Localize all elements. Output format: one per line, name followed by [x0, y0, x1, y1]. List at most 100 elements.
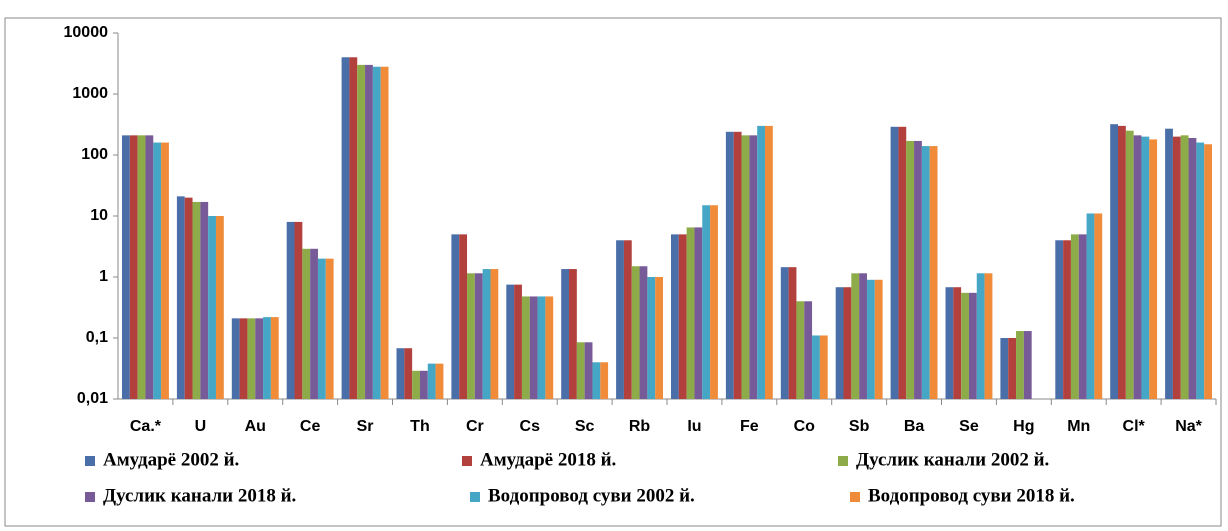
legend-marker: [850, 492, 860, 502]
bar: [1094, 213, 1103, 399]
x-tick-label: Fe: [740, 418, 759, 435]
bar: [231, 318, 240, 399]
bar: [380, 66, 389, 399]
bar: [1023, 331, 1032, 399]
bar: [671, 234, 679, 399]
bar: [396, 348, 405, 399]
legend-label: Дуслик канали 2002 й.: [856, 449, 1049, 470]
bar: [859, 273, 867, 399]
legend-marker: [85, 456, 95, 466]
bar: [623, 240, 632, 399]
bar: [945, 287, 954, 399]
bar: [796, 301, 805, 399]
x-tick-label: Cl*: [1123, 418, 1146, 435]
bar: [365, 64, 373, 400]
legend-label: Амударё 2018 й.: [480, 449, 616, 470]
y-tick-label: 100: [81, 146, 108, 163]
bar: [506, 284, 515, 399]
bar: [890, 126, 899, 399]
x-tick-label: Sb: [849, 418, 870, 435]
bar: [866, 279, 875, 399]
bar: [357, 64, 366, 400]
bar: [1000, 338, 1009, 399]
bar: [482, 269, 491, 399]
bar: [153, 142, 162, 399]
bar: [1063, 240, 1071, 399]
bar: [851, 273, 860, 399]
bar: [694, 227, 703, 399]
legend-label: Водопровод суви 2002 й.: [488, 485, 695, 506]
bar: [372, 66, 381, 399]
bar: [215, 216, 224, 399]
bar: [953, 287, 962, 399]
bar: [655, 277, 663, 399]
bar: [192, 201, 201, 399]
bar: [208, 216, 216, 399]
bar: [741, 135, 750, 400]
bar: [145, 135, 154, 400]
bar: [1165, 128, 1173, 399]
x-tick-label: Sc: [575, 418, 595, 435]
bar: [631, 266, 640, 399]
x-tick-label: Hg: [1013, 418, 1034, 435]
bar: [412, 370, 420, 399]
bar: [788, 267, 797, 399]
bar: [929, 146, 938, 399]
y-tick-label: 0,1: [86, 329, 108, 346]
bar: [592, 362, 601, 399]
legend-label: Амударё 2002 й.: [103, 449, 239, 470]
bar: [639, 266, 648, 399]
bar: [757, 125, 765, 400]
bar: [616, 240, 624, 399]
bar: [914, 140, 922, 399]
bar: [874, 279, 883, 399]
y-tick-label: 10000: [64, 24, 109, 41]
legend-label: Дуслик канали 2018 й.: [103, 485, 296, 506]
bar: [529, 296, 538, 399]
bar: [419, 370, 428, 399]
bar: [1110, 124, 1119, 399]
bar: [200, 201, 209, 399]
y-tick-label: 0,01: [77, 390, 108, 407]
bar: [263, 317, 271, 399]
x-tick-label: Th: [410, 418, 430, 435]
bar: [1078, 234, 1087, 399]
bar: [1196, 142, 1205, 399]
x-tick-label: Rb: [629, 418, 651, 435]
bar: [545, 296, 554, 399]
chart-border: [4, 17, 1222, 527]
bar: [294, 221, 303, 399]
x-tick-label: Ca.*: [130, 418, 162, 435]
bar: [984, 273, 993, 399]
y-tick-label: 10: [90, 207, 108, 224]
bar: [961, 292, 969, 399]
bar: [835, 287, 844, 399]
y-tick-label: 1000: [72, 85, 108, 102]
bar: [733, 131, 742, 399]
bar: [302, 248, 311, 399]
bar: [1172, 136, 1181, 399]
legend-label: Водопровод суви 2018 й.: [868, 485, 1075, 506]
bar: [404, 348, 413, 399]
legend-marker: [85, 492, 95, 502]
x-tick-label: Mn: [1067, 418, 1090, 435]
bar: [325, 258, 334, 399]
bar: [584, 342, 593, 399]
bar: [137, 135, 146, 400]
bar: [710, 205, 718, 399]
bar: [1008, 338, 1017, 399]
bar: [843, 287, 852, 399]
bar: [921, 146, 930, 399]
bar: [435, 363, 444, 399]
bar: [514, 284, 522, 399]
bar: [1188, 137, 1197, 399]
bar: [569, 269, 577, 399]
bar: [976, 273, 985, 399]
bar: [968, 292, 977, 399]
bar: [427, 363, 436, 399]
bar: [459, 234, 468, 399]
bar: [898, 126, 907, 399]
bar: [239, 318, 248, 399]
bar: [600, 362, 609, 399]
